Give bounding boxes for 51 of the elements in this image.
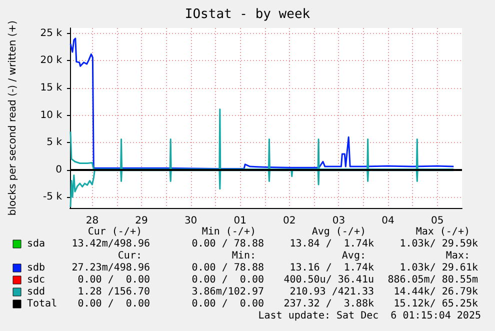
text: 1.03k/ 29.61k xyxy=(400,262,478,274)
text: 1.03k/ 29.59k xyxy=(400,238,478,250)
y-tick-label: 20 k xyxy=(40,55,62,66)
text: Min: xyxy=(232,250,256,262)
text: 1.28 /156.70 xyxy=(78,286,150,298)
text: 14.44k/ 26.79k xyxy=(394,286,478,298)
legend-label: sdd xyxy=(27,286,46,298)
legend-label: sdb xyxy=(27,262,46,274)
text: 13.16 / 1.74k xyxy=(290,262,374,274)
x-tick-label: 03 xyxy=(332,216,346,226)
text: Avg: xyxy=(342,250,366,262)
text: 0.00 / 0.00 xyxy=(192,274,264,286)
x-tick-label: 30 xyxy=(184,216,198,226)
text: Avg (-/+) xyxy=(312,226,366,238)
text: 0.00 / 78.88 xyxy=(192,238,264,250)
text: Cur: xyxy=(118,250,142,262)
text: 0.00 / 78.88 xyxy=(192,262,264,274)
x-tick-label: 28 xyxy=(86,216,99,226)
text: 13.42m/498.96 xyxy=(72,238,150,250)
text: 3.86m/102.97 xyxy=(192,286,264,298)
chart-title: IOstat - by week xyxy=(184,7,310,22)
y-tick-label: 5 k xyxy=(46,137,62,148)
text: 886.05m/ 80.55m xyxy=(388,274,478,286)
x-tick-label: 02 xyxy=(283,216,296,226)
x-tick-label: 05 xyxy=(430,216,444,226)
x-tick-label: 29 xyxy=(135,216,148,226)
legend-label: sdc xyxy=(27,274,46,286)
y-axis-title: blocks per second read (-) / written (+) xyxy=(8,20,18,216)
legend-label: Total xyxy=(27,298,58,310)
text: 0.00 / 0.00 xyxy=(78,298,150,310)
y-tick-label: -5 k xyxy=(43,192,62,203)
y-tick-label: 25 k xyxy=(40,28,62,39)
text: Max (-/+) xyxy=(416,226,470,238)
y-tick-label: 10 k xyxy=(40,110,62,121)
text: Max: xyxy=(446,250,470,262)
text: 27.23m/498.96 xyxy=(72,262,150,274)
x-tick-label: 01 xyxy=(234,216,246,226)
text: 15.12k/ 65.25k xyxy=(394,298,478,310)
text: 0.00 / 0.00 xyxy=(192,298,264,310)
y-tick-label: 15 k xyxy=(40,82,62,94)
text: 400.50u/ 36.41u xyxy=(284,274,374,286)
text: 13.84 / 1.74k xyxy=(290,238,374,250)
text: Cur (-/+) xyxy=(88,226,142,238)
text: 0.00 / 0.00 xyxy=(78,274,150,286)
text: Min (-/+) xyxy=(202,226,256,238)
text: Last update: Sat Dec 6 01:15:04 2025 xyxy=(258,310,481,322)
text: 237.32 / 3.88k xyxy=(284,298,374,310)
text: 210.93 /421.33 xyxy=(290,286,374,298)
x-tick-label: 04 xyxy=(382,216,394,226)
legend-label: sda xyxy=(27,238,46,250)
y-tick-label: 0 xyxy=(56,164,62,176)
